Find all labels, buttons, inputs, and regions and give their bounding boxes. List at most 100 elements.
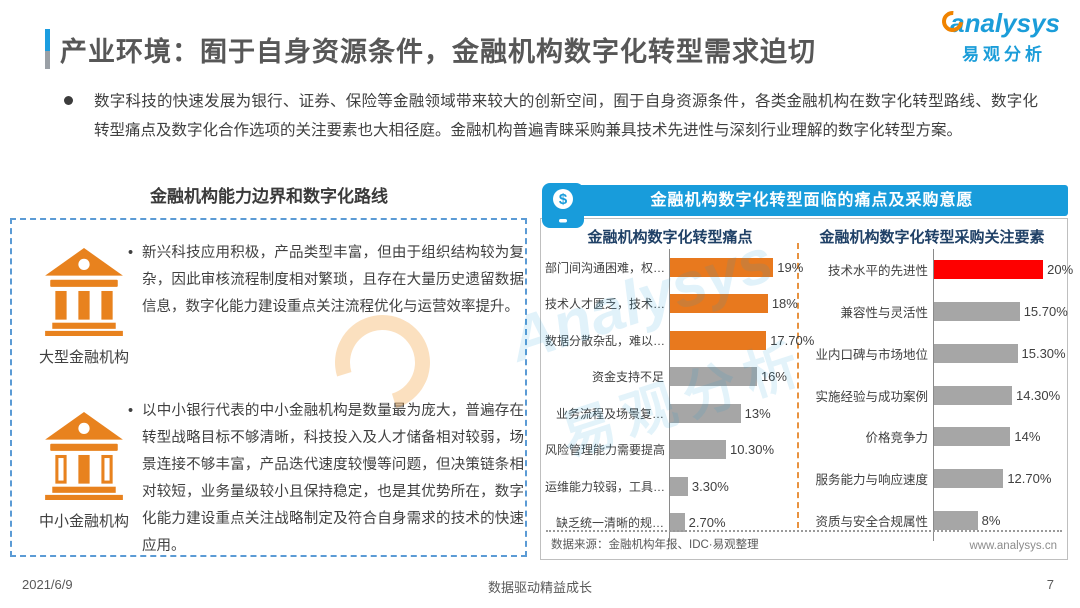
chart-row: 数据分散杂乱，难以… 17.70% xyxy=(545,322,814,359)
chart-row: 业务流程及场景复… 13% xyxy=(545,395,795,432)
painpoints-bar-chart: 部门间沟通困难，权… 19% 技术人才匮乏，技术… 18% 数据分散杂乱，难以… 17.7… xyxy=(545,249,814,541)
bar-area: 2.70% xyxy=(669,504,795,541)
bar-value-label: 3.30% xyxy=(691,478,729,494)
bar-area: 15.70% xyxy=(933,290,1068,333)
bar xyxy=(670,403,741,423)
category-label: 运维能力较弱，工具… xyxy=(545,479,666,494)
bar-area: 18% xyxy=(669,285,798,322)
bar-area: 3.30% xyxy=(669,468,795,505)
brand-name: analysys xyxy=(950,8,1060,38)
summary-bullet-icon xyxy=(64,96,73,105)
bar-value-label: 10.30% xyxy=(729,442,775,458)
chart-row: 风险管理能力需要提高 10.30% xyxy=(545,431,795,468)
bar-value-label: 16% xyxy=(760,369,787,385)
chart-row: 业内口碑与市场地位 15.30% xyxy=(805,332,1066,375)
bar-area: 20% xyxy=(933,249,1073,291)
left-panel-box: 大型金融机构 新兴科技应用积极，产品类型丰富，但由于组织结构较为复杂，因此审核流… xyxy=(10,218,527,557)
chart-divider xyxy=(797,243,799,528)
bar xyxy=(670,513,685,533)
bar xyxy=(934,260,1044,280)
purchase-factors-bar-chart: 技术水平的先进性 20% 兼容性与灵活性 15.70% 业内口碑与市场地位 15.30% 实… xyxy=(805,249,1073,542)
bar xyxy=(934,302,1020,322)
mobile-payment-icon: $ xyxy=(542,183,584,228)
institution-label: 中小金融机构 xyxy=(38,513,129,530)
bar xyxy=(670,257,774,277)
chart-row: 价格竞争力 14% xyxy=(805,415,1065,458)
card-separator xyxy=(546,530,1062,532)
footer-slogan: 数据驱动精益成长 xyxy=(487,580,592,595)
chart-title-purchase-factors: 金融机构数字化转型采购关注要素 xyxy=(819,229,1045,246)
bar-area: 13% xyxy=(669,395,795,432)
chart-row: 资金支持不足 16% xyxy=(545,358,795,395)
bar-area: 8% xyxy=(933,499,1065,542)
bar-area: 14% xyxy=(933,415,1065,458)
category-label: 业内口碑与市场地位 xyxy=(815,347,928,362)
bar-value-label: 15.30% xyxy=(1021,345,1066,361)
brand-logo: analysys 易观分析 xyxy=(937,6,1060,65)
bar-area: 19% xyxy=(669,249,803,286)
institution-large-notes: 新兴科技应用积极，产品类型丰富，但由于组织结构较为复杂，因此审核流程制度相对繁琐… xyxy=(128,240,524,321)
bar xyxy=(934,343,1018,363)
institution-small-notes: 以中小银行代表的中小金融机构是数量最为庞大，普遍存在转型战略目标不够清晰，科技投… xyxy=(128,398,524,560)
bar xyxy=(934,510,978,530)
bar-value-label: 14% xyxy=(1014,429,1041,445)
chart-row: 兼容性与灵活性 15.70% xyxy=(805,290,1068,333)
brand-logo-row: analysys xyxy=(937,6,1060,39)
category-label: 价格竞争力 xyxy=(865,431,928,446)
chart-row: 部门间沟通困难，权… 19% xyxy=(545,249,803,286)
bar xyxy=(670,367,757,387)
bar-area: 16% xyxy=(669,358,795,395)
bar xyxy=(670,440,726,460)
bar-area: 14.30% xyxy=(933,374,1065,416)
institution-label: 大型金融机构 xyxy=(38,349,129,366)
chart-row: 实施经验与成功案例 14.30% xyxy=(805,374,1065,416)
data-source-note: 数据来源：金融机构年报、IDC·易观整理 xyxy=(551,539,759,551)
bar xyxy=(934,427,1011,447)
bar-value-label: 19% xyxy=(777,259,804,275)
bar-value-label: 8% xyxy=(981,512,1001,528)
bank-icon xyxy=(45,412,123,500)
svg-text:$: $ xyxy=(559,191,568,208)
bar-value-label: 14.30% xyxy=(1016,387,1061,403)
chart-row: 技术人才匮乏，技术… 18% xyxy=(545,285,798,322)
footer-page-number: 7 xyxy=(1046,577,1054,592)
chart-row: 技术水平的先进性 20% xyxy=(805,249,1073,291)
institution-small: 中小金融机构 xyxy=(32,412,136,531)
page-title: 产业环境：囿于自身资源条件，金融机构数字化转型需求迫切 xyxy=(60,37,816,67)
bar xyxy=(670,476,688,496)
institution-note: 以中小银行代表的中小金融机构是数量最为庞大，普遍存在转型战略目标不够清晰，科技投… xyxy=(128,398,524,560)
bank-icon xyxy=(45,248,123,336)
footer-date: 2021/6/9 xyxy=(22,577,73,592)
category-label: 服务能力与响应速度 xyxy=(815,472,928,487)
category-label: 风险管理能力需要提高 xyxy=(545,443,666,458)
website-link[interactable]: www.analysys.cn xyxy=(969,540,1057,552)
right-panel-banner: 金融机构数字化转型面临的痛点及采购意愿 xyxy=(556,185,1068,216)
chart-row: 缺乏统一清晰的规… 2.70% xyxy=(545,504,795,541)
title-accent-bar xyxy=(45,29,50,69)
category-label: 技术人才匮乏，技术… xyxy=(545,297,666,312)
bar-value-label: 13% xyxy=(744,405,771,421)
bar-value-label: 18% xyxy=(771,296,798,312)
institution-note: 新兴科技应用积极，产品类型丰富，但由于组织结构较为复杂，因此审核流程制度相对繁琐… xyxy=(128,240,524,321)
summary-text: 数字科技的快速发展为银行、证券、保险等金融领域带来较大的创新空间，囿于自身资源条… xyxy=(94,93,1038,139)
charts-card: 金融机构数字化转型痛点 金融机构数字化转型采购关注要素 部门间沟通困难，权… 19… xyxy=(540,218,1073,560)
bar-value-label: 2.70% xyxy=(688,515,726,531)
bar-area: 12.70% xyxy=(933,457,1065,500)
bar-value-label: 12.70% xyxy=(1007,470,1052,486)
category-label: 技术水平的先进性 xyxy=(827,264,928,279)
bar-value-label: 17.70% xyxy=(770,332,815,348)
category-label: 兼容性与灵活性 xyxy=(840,306,928,321)
category-label: 数据分散杂乱，难以… xyxy=(545,333,666,348)
bar xyxy=(934,468,1004,488)
bar-value-label: 20% xyxy=(1047,262,1074,278)
bar-value-label: 15.70% xyxy=(1023,304,1068,320)
institution-large: 大型金融机构 xyxy=(32,248,136,367)
bar xyxy=(670,330,767,350)
bar xyxy=(934,385,1013,405)
category-label: 资质与安全合规属性 xyxy=(815,514,928,529)
bar-area: 15.30% xyxy=(933,332,1066,375)
brand-name-cn: 易观分析 xyxy=(962,45,1047,64)
left-panel-title: 金融机构能力边界和数字化路线 xyxy=(150,187,388,206)
chart-row: 服务能力与响应速度 12.70% xyxy=(805,457,1065,500)
